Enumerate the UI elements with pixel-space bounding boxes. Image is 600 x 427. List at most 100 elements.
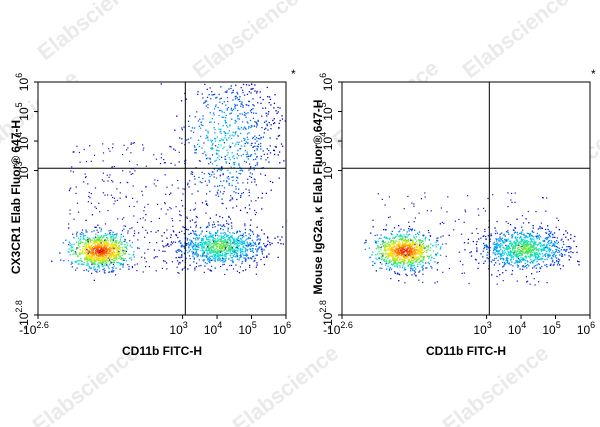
event-point: [422, 281, 424, 283]
event-point: [239, 234, 241, 236]
event-point: [96, 239, 98, 241]
event-point: [256, 262, 258, 264]
event-point: [104, 256, 106, 258]
event-point: [428, 256, 430, 258]
event-point: [89, 260, 92, 262]
event-point: [178, 250, 180, 252]
event-point: [393, 237, 395, 239]
event-point: [119, 238, 122, 240]
event-point: [128, 265, 130, 268]
event-point: [83, 245, 85, 247]
event-point: [181, 230, 183, 232]
event-point: [226, 149, 228, 151]
event-point: [210, 236, 212, 238]
event-point: [405, 244, 407, 247]
event-point: [559, 264, 561, 266]
event-point: [414, 247, 416, 249]
event-point: [242, 233, 244, 235]
event-point: [227, 152, 229, 154]
event-point: [510, 264, 512, 266]
event-point: [116, 253, 118, 256]
event-point: [77, 263, 79, 265]
event-point: [215, 177, 218, 179]
event-point: [89, 258, 92, 260]
event-point: [369, 257, 371, 259]
event-point: [235, 185, 237, 188]
event-point: [388, 248, 390, 250]
event-point: [541, 197, 544, 199]
event-point: [193, 251, 195, 253]
event-point: [533, 266, 535, 268]
event-point: [242, 246, 244, 248]
event-point: [225, 241, 227, 243]
event-point: [229, 250, 231, 252]
event-point: [372, 261, 374, 263]
event-point: [555, 248, 557, 251]
event-point: [203, 250, 205, 253]
event-point: [194, 116, 196, 118]
event-point: [266, 124, 268, 127]
event-point: [85, 219, 87, 221]
event-point: [385, 237, 388, 239]
event-point: [400, 253, 403, 255]
event-point: [533, 238, 535, 240]
event-point: [422, 258, 424, 260]
event-point: [127, 230, 129, 232]
event-point: [256, 249, 258, 252]
event-point: [540, 258, 542, 261]
event-point: [255, 121, 257, 123]
event-point: [164, 174, 166, 176]
event-point: [472, 240, 474, 243]
event-point: [184, 247, 186, 249]
event-point: [212, 234, 214, 236]
event-point: [534, 255, 536, 257]
event-point: [195, 230, 197, 232]
event-point: [69, 213, 71, 215]
event-point: [101, 244, 104, 246]
event-point: [467, 242, 469, 244]
event-point: [383, 245, 385, 247]
event-point: [421, 266, 423, 268]
event-point: [413, 273, 415, 275]
event-point: [207, 139, 209, 141]
event-point: [221, 156, 223, 158]
event-point: [539, 267, 541, 269]
event-point: [384, 250, 387, 252]
event-point: [279, 239, 281, 241]
event-point: [388, 255, 391, 257]
event-point: [418, 279, 420, 281]
event-point: [394, 249, 396, 251]
event-point: [568, 255, 570, 257]
event-point: [549, 232, 552, 234]
event-point: [384, 236, 386, 238]
event-point: [115, 252, 117, 254]
event-point: [482, 250, 484, 252]
event-point: [88, 251, 90, 253]
event-point: [556, 242, 558, 245]
event-point: [390, 239, 392, 241]
event-point: [171, 184, 173, 186]
event-point: [434, 282, 436, 284]
event-point: [237, 109, 239, 112]
event-point: [213, 241, 215, 243]
event-point: [194, 146, 196, 148]
event-point: [387, 244, 389, 246]
event-point: [537, 254, 540, 256]
event-point: [96, 229, 98, 231]
event-point: [519, 232, 521, 234]
event-point: [208, 248, 210, 250]
event-point: [402, 248, 404, 250]
event-point: [102, 248, 104, 250]
event-point: [175, 206, 177, 208]
event-point: [553, 236, 555, 238]
event-point: [217, 257, 219, 259]
event-point: [551, 244, 554, 247]
event-point: [121, 241, 123, 243]
event-point: [238, 141, 240, 143]
event-point: [194, 202, 197, 204]
event-point: [204, 151, 206, 153]
event-point: [199, 241, 201, 244]
event-point: [113, 254, 115, 256]
event-point: [521, 253, 523, 255]
event-point: [207, 259, 209, 261]
